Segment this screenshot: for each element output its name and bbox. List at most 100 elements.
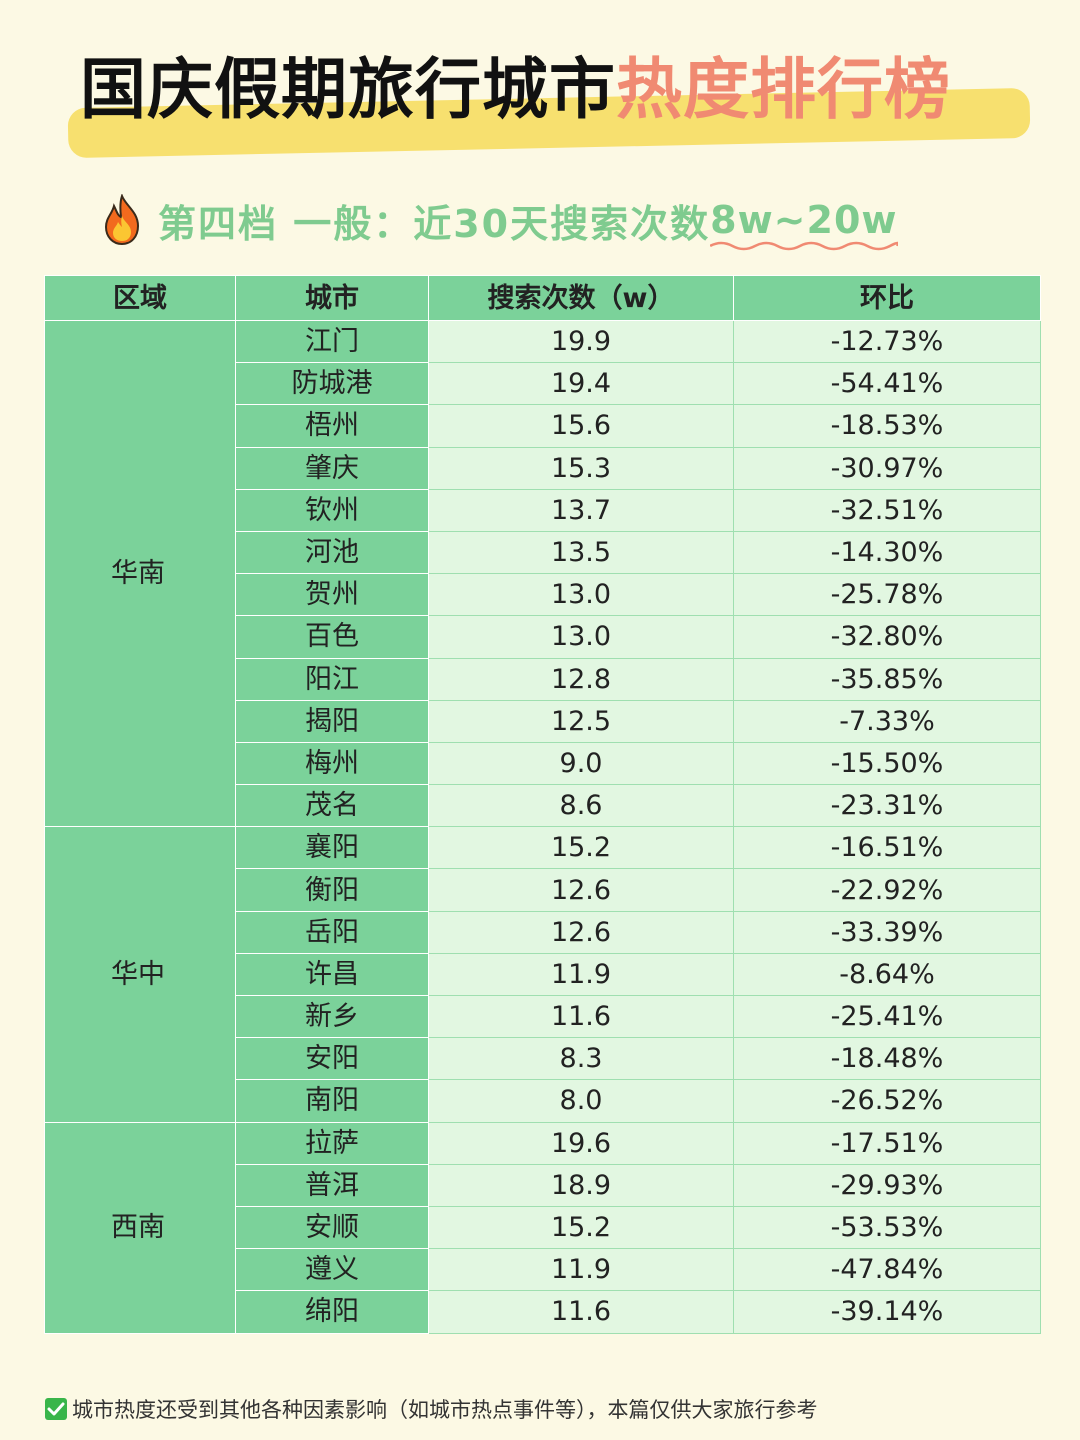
change-cell: -16.51% <box>733 826 1041 870</box>
search-count-cell: 12.8 <box>428 657 734 701</box>
city-cell: 肇庆 <box>235 446 429 490</box>
table-row: 新乡 11.6 -25.41% <box>45 994 1041 1039</box>
city-cell: 防城港 <box>235 362 429 406</box>
table-row: 梧州 15.6 -18.53% <box>45 404 1041 448</box>
page-title: 国庆假期旅行城市热度排行榜 <box>80 48 951 132</box>
table-header: 区域 城市 搜索次数（w） 环比 <box>44 275 1041 321</box>
search-count-cell: 15.2 <box>428 1205 734 1250</box>
table-row: 普洱 18.9 -29.93% <box>45 1163 1041 1207</box>
city-cell: 梅州 <box>235 741 429 786</box>
search-count-cell: 11.9 <box>428 1248 734 1292</box>
search-count-cell: 15.2 <box>428 826 734 870</box>
change-cell: -47.84% <box>733 1248 1041 1292</box>
squiggle-underline <box>710 241 898 251</box>
change-cell: -22.92% <box>733 868 1041 912</box>
city-cell: 绵阳 <box>235 1290 429 1334</box>
title-main: 国庆假期旅行城市 <box>80 51 616 128</box>
table-row: 阳江 12.8 -35.85% <box>45 657 1041 701</box>
search-count-cell: 13.0 <box>428 615 734 659</box>
region-cell: 西南 <box>44 1121 236 1334</box>
change-cell: -12.73% <box>733 319 1041 364</box>
change-cell: -18.48% <box>733 1037 1041 1081</box>
search-count-cell: 11.6 <box>428 994 734 1039</box>
search-count-cell: 19.9 <box>428 319 734 364</box>
region-cell: 华南 <box>44 319 236 828</box>
city-cell: 许昌 <box>235 952 429 997</box>
table-row: 华南 江门 19.9 -12.73% <box>44 319 1041 828</box>
table-row: 绵阳 11.6 -39.14% <box>45 1290 1041 1334</box>
change-cell: -35.85% <box>733 657 1041 701</box>
search-count-cell: 15.6 <box>428 404 734 448</box>
search-count-cell: 12.5 <box>428 699 734 743</box>
table-row: 揭阳 12.5 -7.33% <box>45 699 1041 743</box>
search-count-cell: 19.4 <box>428 362 734 406</box>
region-cell: 华中 <box>44 826 236 1123</box>
search-count-cell: 13.0 <box>428 573 734 617</box>
table-body: 华南 江门 19.9 -12.73% 防城港 19.4 -54.41% 梧州 15.6 -18.5… <box>44 319 1041 1334</box>
change-cell: -54.41% <box>733 362 1041 406</box>
city-cell: 衡阳 <box>235 868 429 912</box>
checkbox-checked-icon <box>45 1398 67 1420</box>
city-cell: 江门 <box>235 319 429 364</box>
header-change: 环比 <box>733 275 1041 321</box>
city-cell: 河池 <box>235 530 429 575</box>
search-count-cell: 8.6 <box>428 784 734 828</box>
city-cell: 百色 <box>235 615 429 659</box>
search-count-cell: 11.6 <box>428 1290 734 1334</box>
table-row: 梅州 9.0 -15.50% <box>45 741 1041 786</box>
title-accent: 热度排行榜 <box>616 51 951 128</box>
table-row: 茂名 8.6 -23.31% <box>45 784 1041 828</box>
city-ranking-table: 区域 城市 搜索次数（w） 环比 华南 江门 19.9 -12.73% 防城港 19.4-… <box>44 275 1041 1334</box>
change-cell: -53.53% <box>733 1205 1041 1250</box>
search-count-cell: 12.6 <box>428 868 734 912</box>
footer-note: 城市热度还受到其他各种因素影响（如城市热点事件等），本篇仅供大家旅行参考 <box>44 1392 818 1426</box>
city-cell: 揭阳 <box>235 699 429 743</box>
table-row: 西南 拉萨 19.6 -17.51% <box>44 1121 1041 1334</box>
city-cell: 普洱 <box>235 1163 429 1207</box>
change-cell: -30.97% <box>733 446 1041 490</box>
table-row: 贺州 13.0 -25.78% <box>45 573 1041 617</box>
change-cell: -17.51% <box>733 1121 1041 1165</box>
change-cell: -25.78% <box>733 573 1041 617</box>
header-region: 区域 <box>44 275 236 321</box>
header-search-count: 搜索次数（w） <box>428 275 734 321</box>
table-row: 安顺 15.2 -53.53% <box>45 1205 1041 1250</box>
city-cell: 新乡 <box>235 994 429 1039</box>
city-cell: 安阳 <box>235 1037 429 1081</box>
table-row: 南阳 8.0 -26.52% <box>45 1079 1041 1123</box>
footer-note-text: 城市热度还受到其他各种因素影响（如城市热点事件等），本篇仅供大家旅行参考 <box>72 1398 818 1422</box>
search-count-cell: 19.6 <box>428 1121 734 1165</box>
header-city: 城市 <box>235 275 429 321</box>
city-cell: 遵义 <box>235 1248 429 1292</box>
search-count-cell: 18.9 <box>428 1163 734 1207</box>
table-row: 岳阳 12.6 -33.39% <box>45 910 1041 954</box>
tier-subtitle: 第四档 一般：近30天搜索次数 8w~20w <box>100 190 898 251</box>
city-cell: 贺州 <box>235 573 429 617</box>
change-cell: -33.39% <box>733 910 1041 954</box>
change-cell: -25.41% <box>733 994 1041 1039</box>
table-row: 华中 襄阳 15.2 -16.51% <box>44 826 1041 1123</box>
tier-label: 第四档 一般：近30天搜索次数 <box>158 201 711 246</box>
table-row: 防城港 19.4 -54.41% <box>45 362 1041 406</box>
table-row: 百色 13.0 -32.80% <box>45 615 1041 659</box>
search-range: 8w~20w <box>710 198 898 251</box>
table-row: 钦州 13.7 -32.51% <box>45 488 1041 532</box>
search-count-cell: 8.3 <box>428 1037 734 1081</box>
city-cell: 岳阳 <box>235 910 429 954</box>
search-count-cell: 12.6 <box>428 910 734 954</box>
change-cell: -29.93% <box>733 1163 1041 1207</box>
search-count-cell: 9.0 <box>428 741 734 786</box>
search-count-cell: 11.9 <box>428 952 734 997</box>
title-block: 国庆假期旅行城市热度排行榜 <box>60 40 1031 159</box>
change-cell: -26.52% <box>733 1079 1041 1123</box>
search-count-cell: 15.3 <box>428 446 734 490</box>
search-count-cell: 13.7 <box>428 488 734 532</box>
change-cell: -39.14% <box>733 1290 1041 1334</box>
table-row: 肇庆 15.3 -30.97% <box>45 446 1041 490</box>
table-row: 安阳 8.3 -18.48% <box>45 1037 1041 1081</box>
header-row: 区域 城市 搜索次数（w） 环比 <box>44 275 1041 321</box>
city-cell: 襄阳 <box>235 826 429 870</box>
city-cell: 阳江 <box>235 657 429 701</box>
change-cell: -32.80% <box>733 615 1041 659</box>
change-cell: -32.51% <box>733 488 1041 532</box>
